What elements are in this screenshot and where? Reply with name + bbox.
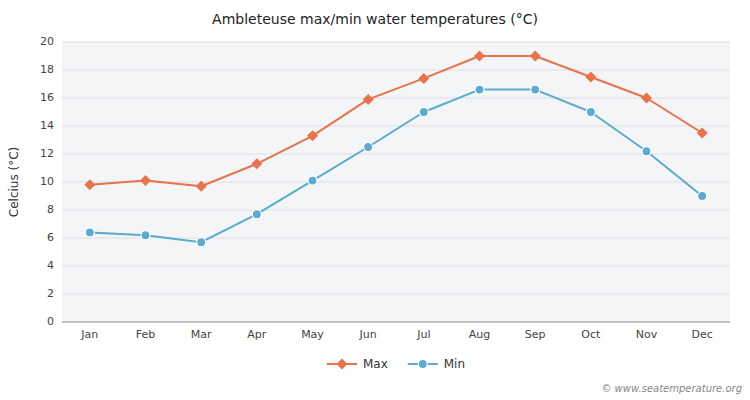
point — [196, 181, 207, 192]
legend-marker — [418, 360, 427, 369]
watermark: © www.seatemperature.org — [601, 383, 742, 394]
point — [697, 128, 708, 139]
x-tick-label: Jan — [80, 328, 98, 341]
y-tick-label: 14 — [40, 119, 54, 132]
x-tick-label: Apr — [247, 328, 267, 341]
point — [307, 130, 318, 141]
grid-line — [62, 42, 730, 43]
point — [585, 72, 596, 83]
y-tick-label: 12 — [40, 147, 54, 160]
x-tick-label: Nov — [636, 328, 658, 341]
y-tick-label: 0 — [47, 315, 54, 328]
point — [197, 238, 206, 247]
point — [85, 228, 94, 237]
series-line — [90, 90, 702, 243]
point — [363, 94, 374, 105]
y-tick-label: 16 — [40, 91, 54, 104]
point — [308, 176, 317, 185]
point — [586, 108, 595, 117]
y-tick-label: 10 — [40, 175, 54, 188]
grid-line — [62, 266, 730, 267]
y-tick-label: 8 — [47, 203, 54, 216]
plot-background — [62, 42, 730, 322]
point — [698, 192, 707, 201]
x-tick-label: Mar — [191, 328, 212, 341]
x-axis-line — [62, 322, 730, 323]
point — [252, 210, 261, 219]
chart: 0 2 4 6 8 10 12 14 16 18 20 Jan Feb Mar Apr May Jun Jul Au… — [0, 0, 750, 400]
x-tick-label: Jul — [416, 328, 430, 341]
y-tick-label: 4 — [47, 259, 54, 272]
point — [641, 93, 652, 104]
y-tick-label: 2 — [47, 287, 54, 300]
grid-line — [62, 98, 730, 99]
x-tick-label: Sep — [525, 328, 546, 341]
grid-line — [62, 154, 730, 155]
point — [475, 85, 484, 94]
legend-label: Min — [444, 357, 465, 371]
point — [251, 158, 262, 169]
x-tick-label: Dec — [692, 328, 713, 341]
grid-line — [62, 126, 730, 127]
series-line — [90, 56, 702, 186]
point — [530, 51, 541, 62]
grid-line — [62, 210, 730, 211]
legend: Max Min — [327, 357, 465, 371]
point — [474, 51, 485, 62]
x-tick-label: Jun — [359, 328, 377, 341]
point — [418, 73, 429, 84]
y-axis-label: Celcius (°C) — [7, 147, 21, 217]
point — [141, 231, 150, 240]
point — [364, 143, 373, 152]
point — [642, 147, 651, 156]
point — [140, 175, 151, 186]
x-tick-label: Oct — [581, 328, 601, 341]
point — [84, 179, 95, 190]
point — [531, 85, 540, 94]
legend-label: Max — [363, 357, 388, 371]
point — [419, 108, 428, 117]
grid-line — [62, 294, 730, 295]
x-tick-label: Feb — [136, 328, 155, 341]
grid-line — [62, 70, 730, 71]
legend-marker — [336, 359, 347, 370]
x-tick-label: Aug — [469, 328, 490, 341]
y-tick-label: 18 — [40, 63, 54, 76]
y-tick-label: 6 — [47, 231, 54, 244]
data-layer — [84, 51, 707, 247]
x-tick-label: May — [301, 328, 324, 341]
grid — [62, 42, 730, 322]
y-tick-label: 20 — [40, 35, 54, 48]
title: Ambleteuse max/min water temperatures (°… — [212, 11, 538, 27]
grid-line — [62, 322, 730, 323]
